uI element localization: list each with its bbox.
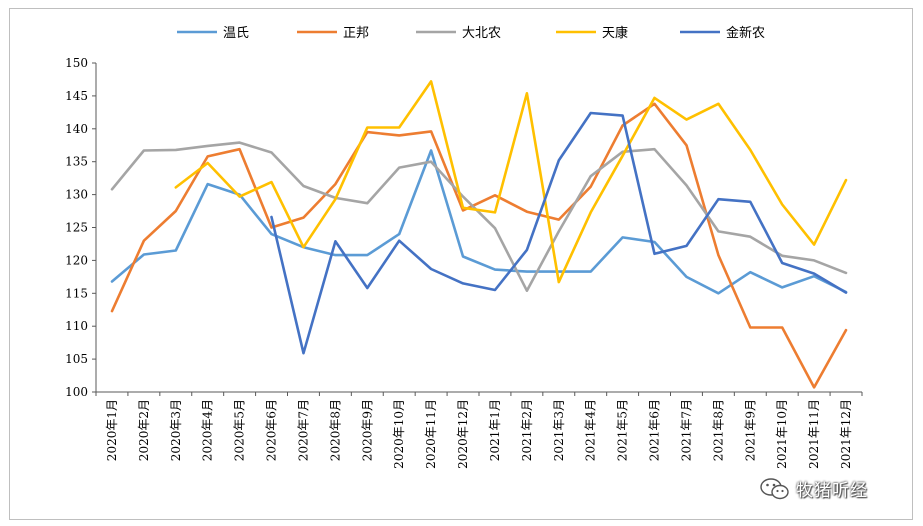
x-tick-label: 2020年12月 (456, 399, 470, 469)
x-tick-label: 2021年1月 (488, 399, 502, 461)
legend-label: 金新农 (726, 25, 765, 41)
watermark: 牧猪听经 (760, 476, 868, 501)
x-tick-label: 2020年9月 (360, 399, 374, 461)
legend-label: 正邦 (343, 26, 369, 41)
x-tick-label: 2021年8月 (711, 399, 725, 461)
series-line-4 (174, 80, 848, 284)
x-tick-label: 2020年8月 (328, 399, 342, 461)
y-tick-label: 145 (65, 89, 88, 103)
y-tick-label: 120 (65, 253, 88, 267)
x-tick-label: 2021年12月 (839, 399, 853, 469)
x-tick-label: 2021年3月 (552, 399, 566, 461)
x-tick-label: 2020年10月 (392, 399, 406, 469)
series-line-5 (270, 111, 848, 355)
x-tick-label: 2021年5月 (616, 399, 630, 461)
x-tick-label: 2020年3月 (169, 399, 183, 461)
y-tick-label: 140 (65, 122, 88, 136)
y-tick-label: 125 (65, 221, 88, 235)
x-tick-label: 2021年10月 (775, 399, 789, 469)
legend: 温氏 正邦 大北农 天康 金新农 (177, 25, 765, 41)
x-tick-label: 2020年11月 (424, 399, 438, 469)
x-tick-label: 2020年4月 (201, 399, 215, 461)
y-tick-label: 100 (65, 385, 88, 399)
x-tick-label: 2021年4月 (584, 399, 598, 461)
x-tick-label: 2021年2月 (520, 399, 534, 461)
y-tick-label: 105 (65, 352, 88, 366)
y-tick-label: 110 (65, 319, 88, 333)
axes: 100 105 110 115 120 125 130 135 140 145 150 2020年1月… (65, 56, 863, 469)
y-tick-label: 150 (65, 56, 88, 70)
series-line-3 (110, 141, 848, 292)
x-tick-label: 2020年1月 (105, 399, 119, 461)
chart-frame (9, 8, 913, 520)
x-tick-label: 2020年6月 (265, 399, 279, 461)
x-tick-label: 2020年7月 (296, 399, 310, 461)
x-tick-label: 2020年5月 (233, 399, 247, 461)
y-tick-label: 115 (65, 286, 88, 300)
x-tick-label: 2021年11月 (807, 399, 821, 469)
series-line-2 (110, 102, 848, 389)
series-line-1 (110, 149, 848, 295)
x-tick-label: 2021年6月 (648, 399, 662, 461)
series-layer (110, 80, 848, 389)
x-tick-label: 2020年2月 (137, 399, 151, 461)
y-tick-label: 130 (65, 188, 88, 202)
x-tick-label: 2021年7月 (679, 399, 693, 461)
y-tick-label: 135 (65, 155, 88, 169)
wechat-icon (760, 477, 789, 499)
legend-label: 天康 (602, 25, 628, 41)
legend-label: 温氏 (223, 26, 249, 41)
watermark-text: 牧猪听经 (796, 481, 868, 501)
x-tick-label: 2021年9月 (743, 399, 757, 461)
legend-label: 大北农 (462, 26, 501, 41)
